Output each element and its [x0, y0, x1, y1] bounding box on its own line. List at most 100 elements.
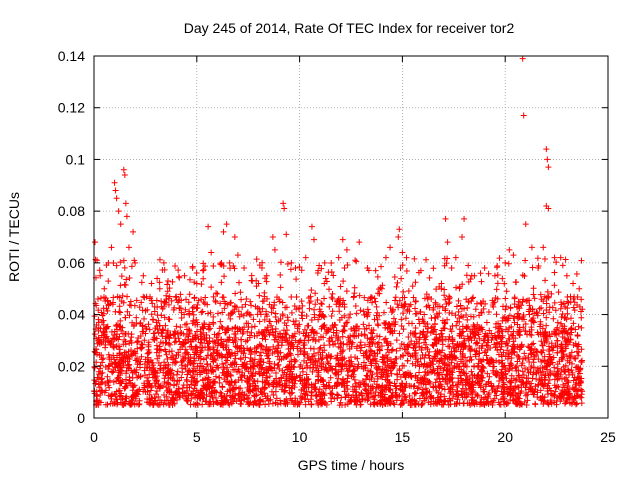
- data-point: [305, 398, 312, 405]
- data-point: [171, 331, 178, 338]
- data-point: [94, 296, 101, 303]
- data-point: [532, 386, 539, 393]
- data-point: [336, 303, 343, 310]
- data-point: [353, 333, 360, 340]
- data-point: [158, 298, 165, 305]
- peak-point: [491, 272, 498, 279]
- data-point: [221, 372, 228, 379]
- data-point: [498, 360, 505, 367]
- data-point: [184, 378, 191, 385]
- data-point: [156, 256, 163, 263]
- data-point: [578, 346, 585, 353]
- peak-point: [125, 244, 132, 251]
- data-point: [289, 389, 296, 396]
- data-point: [130, 393, 137, 400]
- data-point: [138, 353, 145, 360]
- data-point: [108, 338, 115, 345]
- data-point: [484, 332, 491, 339]
- data-point: [550, 370, 557, 377]
- data-point: [207, 309, 214, 316]
- data-point: [110, 341, 117, 348]
- data-point: [244, 377, 251, 384]
- data-point: [537, 364, 544, 371]
- data-point: [467, 276, 474, 283]
- data-point: [397, 373, 404, 380]
- data-point: [117, 364, 124, 371]
- data-point: [554, 324, 561, 331]
- data-point: [564, 305, 571, 312]
- data-point: [138, 279, 145, 286]
- data-point: [365, 383, 372, 390]
- data-point: [138, 341, 145, 348]
- data-point: [321, 295, 328, 302]
- peak-point: [130, 228, 137, 235]
- data-point: [558, 366, 565, 373]
- data-point: [386, 386, 393, 393]
- data-point: [401, 384, 408, 391]
- data-point: [536, 305, 543, 312]
- data-point: [256, 262, 263, 269]
- data-point: [449, 322, 456, 329]
- data-point: [185, 392, 192, 399]
- data-point: [480, 305, 487, 312]
- data-point: [214, 352, 221, 359]
- data-point: [173, 390, 180, 397]
- data-point: [412, 279, 419, 286]
- data-point: [111, 363, 118, 370]
- data-point: [456, 332, 463, 339]
- peak-point: [165, 277, 172, 284]
- data-point: [238, 311, 245, 318]
- data-point: [228, 362, 235, 369]
- data-point: [248, 277, 255, 284]
- data-point: [225, 325, 232, 332]
- grid: [94, 56, 608, 418]
- data-point: [407, 353, 414, 360]
- data-point: [288, 309, 295, 316]
- peak-point: [117, 221, 124, 228]
- data-point: [545, 391, 552, 398]
- data-point: [405, 369, 412, 376]
- data-point: [433, 376, 440, 383]
- data-point: [389, 346, 396, 353]
- data-point: [161, 359, 168, 366]
- peak-point: [382, 254, 389, 261]
- data-point: [440, 325, 447, 332]
- data-point: [211, 346, 218, 353]
- data-point: [513, 376, 520, 383]
- data-point: [397, 382, 404, 389]
- data-point: [492, 371, 499, 378]
- data-point: [192, 394, 199, 401]
- data-point: [368, 362, 375, 369]
- peak-point: [444, 239, 451, 246]
- data-point: [439, 371, 446, 378]
- data-point: [260, 397, 267, 404]
- data-point: [178, 374, 185, 381]
- data-point: [426, 274, 433, 281]
- data-point: [145, 321, 152, 328]
- data-point: [561, 388, 568, 395]
- data-point: [435, 396, 442, 403]
- data-point: [367, 295, 374, 302]
- data-point: [111, 390, 118, 397]
- data-point: [392, 294, 399, 301]
- data-point: [186, 308, 193, 315]
- data-point: [272, 369, 279, 376]
- data-point: [158, 303, 165, 310]
- data-point: [159, 326, 166, 333]
- data-point: [370, 336, 377, 343]
- data-point: [468, 368, 475, 375]
- data-point: [439, 385, 446, 392]
- data-point: [418, 402, 425, 409]
- data-point: [357, 347, 364, 354]
- data-point: [463, 370, 470, 377]
- peak-point: [315, 267, 322, 274]
- data-point: [499, 332, 506, 339]
- data-point: [264, 374, 271, 381]
- data-point: [192, 321, 199, 328]
- data-point: [97, 295, 104, 302]
- data-point: [519, 360, 526, 367]
- data-point: [180, 330, 187, 337]
- data-point: [347, 362, 354, 369]
- data-point: [559, 355, 566, 362]
- data-point: [502, 340, 509, 347]
